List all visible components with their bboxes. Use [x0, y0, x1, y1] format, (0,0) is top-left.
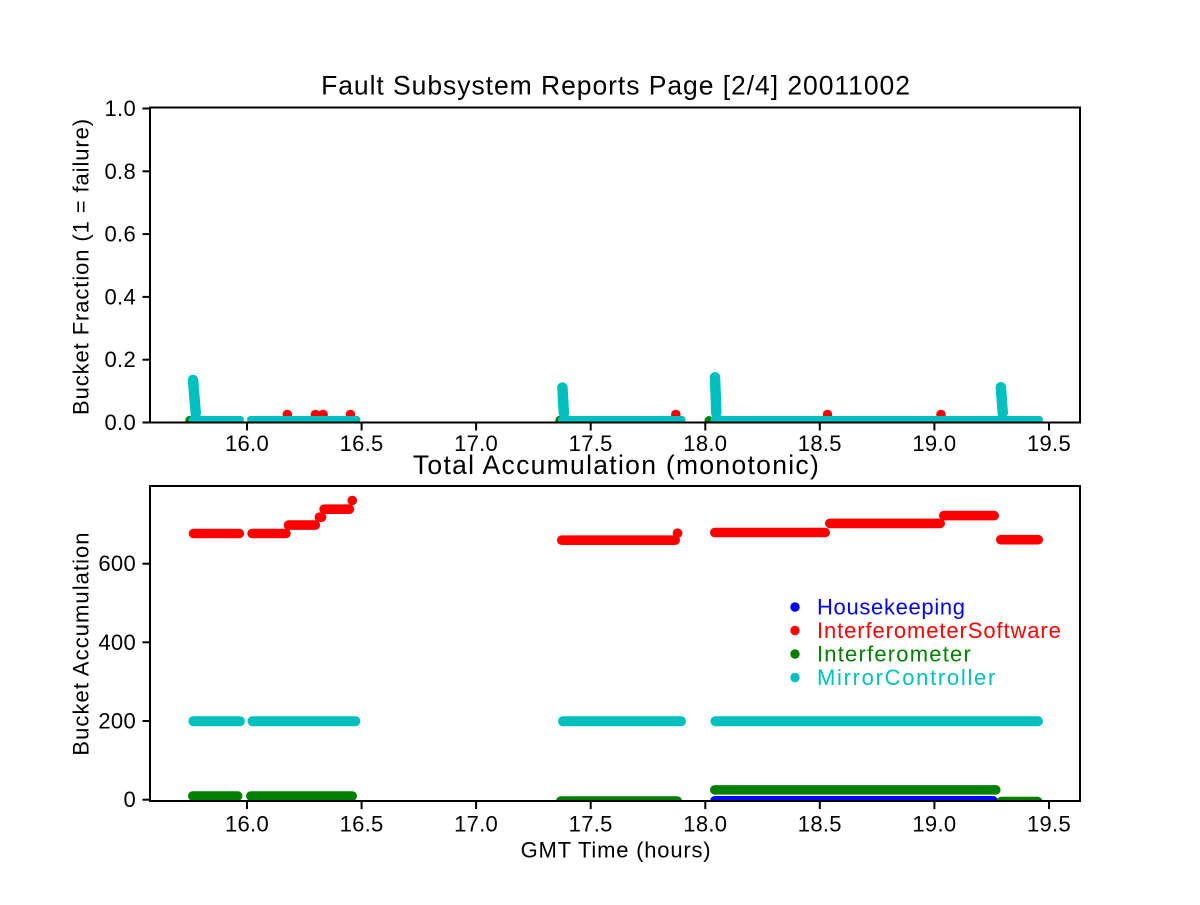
svg-text:18.5: 18.5: [798, 431, 842, 456]
svg-text:1.0: 1.0: [105, 96, 136, 121]
svg-text:17.0: 17.0: [454, 431, 498, 456]
svg-text:0.0: 0.0: [105, 410, 136, 435]
svg-text:17.5: 17.5: [569, 812, 613, 837]
svg-text:0.8: 0.8: [105, 159, 136, 184]
svg-text:18.5: 18.5: [798, 812, 842, 837]
svg-text:600: 600: [98, 551, 136, 576]
svg-text:MirrorController: MirrorController: [817, 665, 997, 690]
svg-text:400: 400: [98, 630, 136, 655]
svg-text:Bucket Fraction (1 = failure): Bucket Fraction (1 = failure): [69, 118, 94, 415]
svg-text:InterferometerSoftware: InterferometerSoftware: [817, 618, 1062, 643]
svg-text:19.0: 19.0: [912, 812, 956, 837]
svg-text:16.5: 16.5: [340, 431, 384, 456]
svg-text:19.5: 19.5: [1027, 812, 1071, 837]
svg-text:17.5: 17.5: [569, 431, 613, 456]
svg-text:0.6: 0.6: [105, 222, 136, 247]
svg-text:0.2: 0.2: [105, 347, 136, 372]
svg-text:19.0: 19.0: [912, 431, 956, 456]
svg-text:16.0: 16.0: [225, 431, 269, 456]
svg-text:Interferometer: Interferometer: [817, 642, 972, 667]
svg-text:Bucket Accumulation: Bucket Accumulation: [69, 531, 94, 755]
svg-text:Fault Subsystem Reports Page [: Fault Subsystem Reports Page [2/4] 20011…: [321, 71, 911, 101]
svg-text:0: 0: [123, 787, 136, 812]
svg-text:18.0: 18.0: [683, 431, 727, 456]
svg-text:0.4: 0.4: [105, 284, 136, 309]
svg-text:16.5: 16.5: [340, 812, 384, 837]
svg-text:GMT Time (hours): GMT Time (hours): [521, 838, 712, 863]
svg-text:Housekeeping: Housekeeping: [817, 595, 966, 620]
svg-text:Total Accumulation (monotonic): Total Accumulation (monotonic): [413, 450, 820, 480]
svg-text:19.5: 19.5: [1027, 431, 1071, 456]
svg-text:17.0: 17.0: [454, 812, 498, 837]
svg-text:200: 200: [98, 709, 136, 734]
svg-text:18.0: 18.0: [683, 812, 727, 837]
svg-text:16.0: 16.0: [225, 812, 269, 837]
